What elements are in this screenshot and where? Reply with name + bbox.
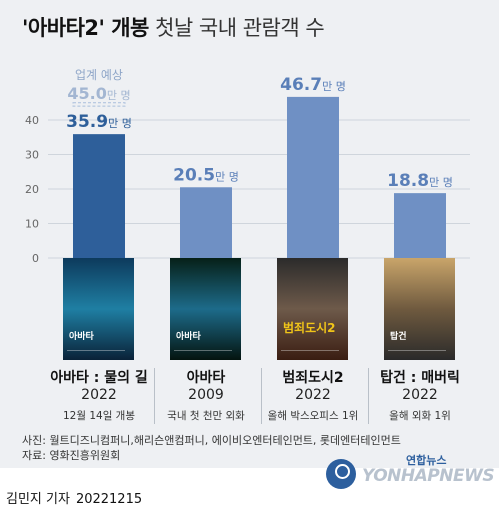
value-label: 20.5만 명 [173,165,239,185]
movie-note: 국내 첫 천만 외화 [167,410,245,422]
expected-value-label: 45.0만 명 [67,84,130,103]
bar [180,187,232,258]
poster-avatar: 아바타 [170,258,241,360]
movie-year: 2022 [295,387,331,403]
poster-title: 아바타 [176,332,201,342]
title-bold: '아바타2' 개봉 [22,16,149,40]
movie-year: 2009 [188,387,224,403]
poster-credit-line [174,350,232,356]
reporter-line: 김민지 기자 20221215 [6,488,142,507]
bar [73,134,125,258]
title-normal: 첫날 국내 관람객 수 [148,16,325,40]
movie-year: 2022 [81,387,117,403]
poster-avatar-way-of-water: 아바타 [63,258,134,360]
expected-bar-outline [72,102,126,107]
reporter-name: 김민지 기자 [6,492,70,507]
data-source: 자료: 영화진흥위원회 [22,449,121,462]
poster-title: 범죄도시2 [283,321,336,335]
bar [394,193,446,258]
logo-english: YONHAPNEWS [362,466,495,486]
publish-date: 20221215 [75,492,143,507]
value-label: 46.7만 명 [280,75,346,95]
movie-year: 2022 [402,387,438,403]
expected-caption: 업계 예상 [75,68,123,82]
movie-name: 아바타 : 물의 길 [50,370,148,386]
y-tick-label: 40 [25,114,39,127]
poster-credit-line [67,350,125,356]
poster-roundup: 범죄도시2 [277,258,348,360]
bar [287,96,339,258]
poster-title: 탑건 [390,332,407,342]
logo-korean: 연합뉴스 [406,454,447,467]
yonhap-logo: 연합뉴스 YONHAPNEWS [326,449,496,495]
globe-icon [326,459,356,489]
y-tick-label: 30 [25,149,39,162]
movie-name: 아바타 [186,370,226,386]
y-tick-label: 10 [25,218,39,231]
y-tick-label: 20 [25,183,39,196]
bar-chart: 0 10 20 30 40 35.9만 명 20.5만 명 46.7만 명 18.8만 명 업계 … [25,68,470,265]
value-label: 35.9만 명 [66,112,132,132]
movie-name: 범죄도시2 [282,370,344,386]
movie-note: 올해 박스오피스 1위 [267,410,359,422]
column-divider [261,368,262,424]
poster-credit-line [281,350,339,356]
photo-credit: 사진: 월트디즈니컴퍼니,해리슨앤컴퍼니, 에이비오엔터테인먼트, 롯데엔터테인… [22,434,401,447]
movie-name: 탑건 : 매버릭 [380,370,460,386]
column-divider [368,368,369,424]
footer-bar [0,468,499,508]
value-label: 18.8만 명 [387,171,453,191]
movie-note: 12월 14일 개봉 [62,410,136,422]
poster-title: 아바타 [69,332,94,342]
y-tick-label: 0 [32,252,39,265]
movie-note: 올해 외화 1위 [389,410,451,422]
poster-top-gun: 탑건 [384,258,455,360]
poster-credit-line [388,350,446,356]
chart-title: '아바타2' 개봉 첫날 국내 관람객 수 [22,14,325,42]
column-divider [154,368,155,424]
